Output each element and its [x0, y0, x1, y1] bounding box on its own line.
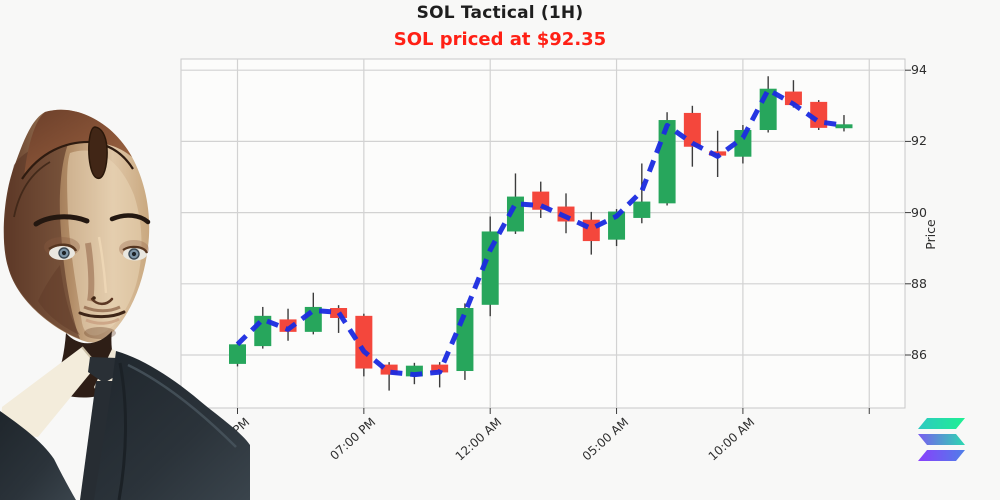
- ma-dashed-line: [235, 87, 845, 378]
- candle-down: [683, 112, 701, 147]
- candle-up: [481, 231, 499, 305]
- candle-up: [229, 344, 246, 364]
- candle-up: [835, 124, 853, 129]
- candle-up: [405, 365, 423, 377]
- candle-down: [784, 91, 802, 106]
- robot-suit-right: [94, 351, 250, 500]
- candle-up: [506, 196, 524, 232]
- candle-up: [633, 201, 651, 218]
- robot-avatar-image: [0, 109, 250, 500]
- robot-shirt-collar: [0, 347, 97, 437]
- robot-suit-left: [0, 411, 76, 500]
- robot-tie: [88, 357, 121, 383]
- candle-down: [355, 315, 373, 369]
- candle-up: [734, 130, 752, 157]
- candle-down: [380, 364, 398, 375]
- candle-down: [431, 364, 449, 373]
- candle-up: [658, 120, 676, 204]
- solana-logo-icon: [918, 418, 965, 461]
- candle-up: [608, 211, 626, 240]
- robot-forehead-insert: [88, 126, 108, 180]
- plot-area: [180, 58, 906, 409]
